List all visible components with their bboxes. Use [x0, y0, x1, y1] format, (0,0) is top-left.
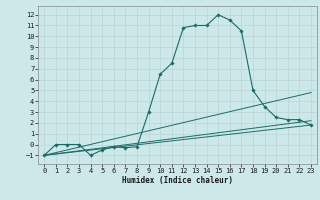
X-axis label: Humidex (Indice chaleur): Humidex (Indice chaleur) [122, 176, 233, 185]
